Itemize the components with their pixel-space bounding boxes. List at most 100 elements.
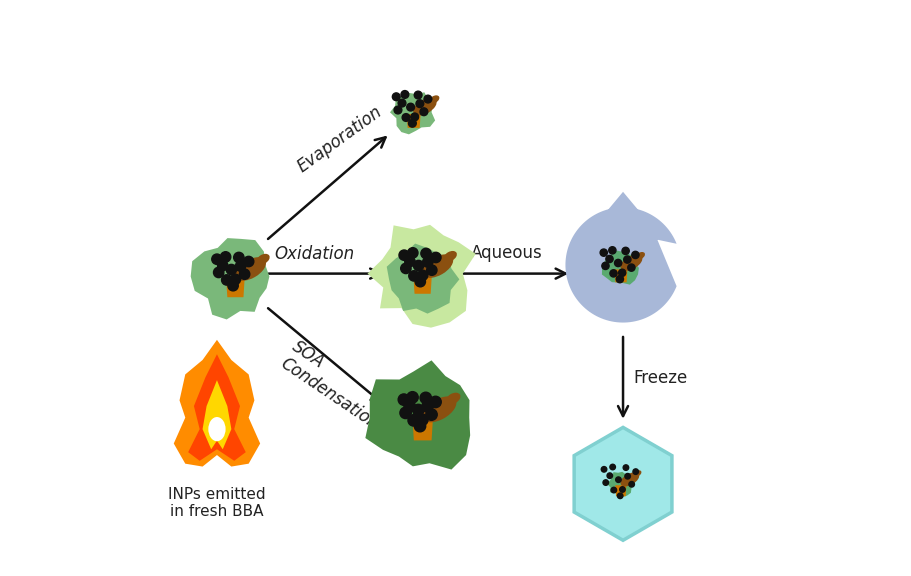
Circle shape — [221, 275, 231, 285]
Circle shape — [616, 275, 623, 283]
Polygon shape — [413, 275, 431, 294]
Ellipse shape — [633, 470, 640, 477]
Circle shape — [417, 270, 427, 281]
Circle shape — [407, 415, 419, 426]
Polygon shape — [614, 270, 627, 282]
Circle shape — [415, 100, 424, 108]
Ellipse shape — [443, 251, 456, 262]
Circle shape — [610, 487, 616, 493]
Circle shape — [609, 464, 615, 470]
Circle shape — [622, 465, 628, 471]
Text: Oxidation: Oxidation — [274, 245, 354, 263]
Polygon shape — [365, 361, 470, 469]
Circle shape — [618, 269, 625, 276]
Circle shape — [226, 264, 236, 275]
Circle shape — [213, 267, 223, 278]
Circle shape — [401, 90, 408, 98]
Polygon shape — [406, 114, 420, 128]
Circle shape — [407, 248, 417, 258]
Polygon shape — [601, 251, 639, 285]
Circle shape — [392, 93, 400, 101]
Polygon shape — [202, 380, 231, 449]
Circle shape — [400, 263, 411, 274]
Circle shape — [629, 482, 634, 487]
Circle shape — [228, 281, 238, 291]
Circle shape — [422, 257, 433, 267]
Polygon shape — [367, 225, 476, 328]
Ellipse shape — [413, 98, 436, 116]
Circle shape — [624, 473, 630, 479]
Circle shape — [404, 256, 415, 267]
Circle shape — [617, 493, 622, 499]
Circle shape — [406, 103, 415, 111]
Circle shape — [623, 256, 630, 263]
Circle shape — [230, 274, 241, 285]
Circle shape — [415, 276, 425, 287]
Circle shape — [619, 487, 625, 492]
Circle shape — [601, 262, 609, 270]
Circle shape — [414, 420, 425, 432]
Circle shape — [404, 400, 415, 412]
Circle shape — [420, 392, 431, 404]
Polygon shape — [226, 279, 244, 297]
Circle shape — [609, 270, 617, 277]
Circle shape — [408, 119, 415, 127]
Circle shape — [615, 477, 620, 483]
Circle shape — [414, 91, 422, 99]
Ellipse shape — [445, 393, 460, 404]
Circle shape — [600, 467, 606, 472]
Circle shape — [430, 252, 441, 263]
Ellipse shape — [422, 396, 456, 422]
Circle shape — [621, 247, 629, 255]
Circle shape — [426, 265, 436, 275]
Circle shape — [627, 264, 634, 271]
Circle shape — [218, 260, 228, 271]
Circle shape — [211, 254, 222, 264]
Text: Aqueous: Aqueous — [470, 244, 541, 262]
Circle shape — [398, 99, 405, 107]
Circle shape — [240, 269, 250, 279]
Text: INPs emitted
in fresh BBA: INPs emitted in fresh BBA — [168, 487, 265, 519]
Ellipse shape — [234, 257, 266, 281]
Ellipse shape — [256, 254, 270, 264]
Circle shape — [614, 259, 621, 267]
Circle shape — [425, 409, 436, 420]
Circle shape — [402, 113, 409, 122]
Circle shape — [220, 252, 230, 262]
Circle shape — [631, 251, 639, 259]
Circle shape — [406, 392, 418, 403]
Polygon shape — [190, 238, 269, 320]
Circle shape — [424, 95, 431, 103]
Circle shape — [398, 394, 409, 406]
Text: Evaporation: Evaporation — [293, 103, 384, 176]
Ellipse shape — [429, 96, 439, 103]
Polygon shape — [174, 340, 260, 467]
Circle shape — [429, 396, 441, 408]
Polygon shape — [412, 420, 433, 441]
Circle shape — [420, 248, 431, 259]
Polygon shape — [607, 472, 632, 497]
Circle shape — [632, 469, 638, 475]
Ellipse shape — [619, 255, 641, 271]
Circle shape — [235, 261, 245, 271]
Circle shape — [394, 106, 402, 114]
Polygon shape — [188, 354, 245, 461]
Text: Freeze: Freeze — [633, 369, 687, 387]
Circle shape — [416, 414, 427, 426]
Circle shape — [398, 250, 409, 260]
Circle shape — [233, 252, 244, 263]
Circle shape — [243, 256, 253, 267]
Polygon shape — [565, 192, 676, 323]
Circle shape — [420, 108, 427, 116]
Circle shape — [602, 480, 608, 486]
Circle shape — [413, 260, 424, 271]
Circle shape — [408, 271, 419, 281]
Circle shape — [607, 473, 612, 479]
Ellipse shape — [619, 472, 639, 486]
Ellipse shape — [422, 255, 453, 278]
Text: SOA
Condensation: SOA Condensation — [277, 337, 394, 433]
Ellipse shape — [635, 252, 644, 260]
Polygon shape — [390, 92, 435, 134]
Circle shape — [410, 113, 418, 121]
Circle shape — [399, 407, 411, 419]
